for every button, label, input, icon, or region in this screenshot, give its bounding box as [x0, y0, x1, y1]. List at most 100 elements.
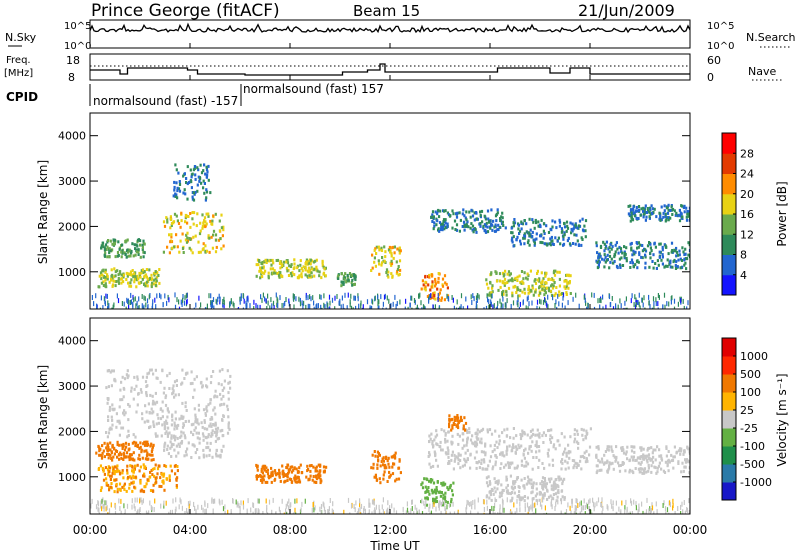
- power-cell: [470, 222, 473, 226]
- velocity-cell: [314, 469, 317, 473]
- power-cell: [490, 208, 493, 212]
- power-cell: [545, 286, 548, 290]
- velocity-cell: [203, 427, 206, 431]
- velocity-cell: [119, 471, 122, 475]
- power-cell: [537, 224, 540, 228]
- velocity-cell: [498, 439, 501, 443]
- power-cell: [560, 230, 563, 234]
- power-cell: [536, 272, 539, 275]
- velocity-cell: [150, 407, 153, 411]
- velocity-ground-cell: [204, 500, 206, 506]
- velocity-cell: [447, 460, 450, 463]
- velocity-cell: [169, 446, 172, 450]
- power-cell: [221, 234, 224, 238]
- velocity-cell: [478, 460, 481, 464]
- velocity-cell: [184, 450, 188, 454]
- velocity-cell: [461, 464, 464, 468]
- power-ground-cell: [100, 295, 102, 301]
- power-cell: [149, 276, 152, 280]
- velocity-cell: [146, 457, 149, 461]
- velocity-cell: [118, 443, 121, 447]
- velocity-cell: [101, 444, 104, 448]
- velocity-cell: [127, 374, 130, 378]
- nsky-trace: [89, 22, 691, 34]
- power-cell: [680, 212, 683, 216]
- power-cell: [595, 244, 598, 248]
- velocity-ground-cell: [257, 508, 259, 514]
- power-cell: [663, 265, 666, 269]
- power-cell: [103, 248, 106, 252]
- velocity-cell: [538, 458, 541, 462]
- velocity-cell: [143, 449, 146, 453]
- power-ground-cell: [347, 292, 349, 298]
- velocity-cell: [543, 477, 546, 480]
- power-ground-cell: [666, 301, 668, 307]
- power-cell: [199, 221, 202, 225]
- velocity-cell: [433, 490, 436, 494]
- power-cell: [639, 213, 642, 217]
- power-ground-cell: [399, 299, 401, 305]
- power-cell: [675, 254, 678, 258]
- power-cell: [170, 235, 173, 239]
- velocity-cell: [291, 465, 294, 469]
- power-cell: [125, 278, 128, 281]
- power-cell: [424, 288, 427, 292]
- velocity-cell: [549, 434, 552, 438]
- velocity-cell: [138, 469, 141, 473]
- power-cell: [632, 249, 635, 253]
- velocity-cell: [560, 432, 563, 436]
- power-ground-cell: [154, 297, 156, 303]
- power-ground-cell: [554, 303, 556, 308]
- velocity-cell: [285, 473, 288, 477]
- power-cell: [641, 249, 644, 253]
- power-cell: [114, 255, 117, 259]
- power-cell: [196, 212, 199, 216]
- velocity-cell: [205, 407, 208, 411]
- velocity-cell: [150, 442, 153, 446]
- velocity-cell: [598, 460, 601, 464]
- velocity-cell: [141, 456, 144, 460]
- velocity-cell: [490, 498, 493, 502]
- velocity-cell: [434, 500, 437, 504]
- velocity-cell: [142, 442, 145, 446]
- power-cell: [613, 255, 616, 259]
- velocity-cell: [508, 444, 511, 448]
- power-cell: [501, 280, 504, 284]
- power-cell: [540, 284, 543, 288]
- power-ground-cell: [555, 299, 557, 305]
- power-cell: [452, 212, 455, 216]
- velocity-cell: [453, 453, 456, 457]
- power-ground-cell: [261, 297, 263, 303]
- power-ground-cell: [619, 298, 621, 304]
- power-cell: [374, 264, 377, 268]
- velocity-cell: [219, 429, 222, 433]
- power-ground-cell: [471, 300, 473, 305]
- velocity-cell: [567, 466, 570, 470]
- velocity-ground-cell: [363, 508, 365, 514]
- power-cell: [434, 210, 437, 214]
- power-ground-cell: [312, 295, 314, 301]
- velocity-ground-cell: [445, 508, 447, 514]
- power-ylabel: Slant Range [km]: [36, 160, 50, 264]
- velocity-cell: [173, 395, 176, 399]
- velocity-cell: [137, 457, 140, 461]
- power-cell: [398, 246, 401, 250]
- velocity-cell: [560, 489, 563, 493]
- velocity-cell: [113, 377, 116, 381]
- power-cell: [538, 286, 541, 290]
- power-cell: [199, 176, 202, 180]
- power-ground-cell: [211, 302, 214, 308]
- power-cell: [431, 280, 434, 284]
- power-cell: [543, 285, 546, 289]
- velocity-cell: [503, 440, 506, 444]
- power-ground-cell: [127, 299, 129, 305]
- power-cell: [148, 268, 151, 272]
- velocity-cell: [633, 445, 636, 449]
- power-cell: [351, 283, 354, 287]
- velocity-cell: [464, 428, 467, 432]
- power-cell: [565, 273, 569, 277]
- velocity-cell: [460, 419, 463, 422]
- power-cell: [279, 260, 282, 264]
- velocity-ground-cell: [327, 509, 329, 514]
- velocity-cell: [116, 464, 119, 468]
